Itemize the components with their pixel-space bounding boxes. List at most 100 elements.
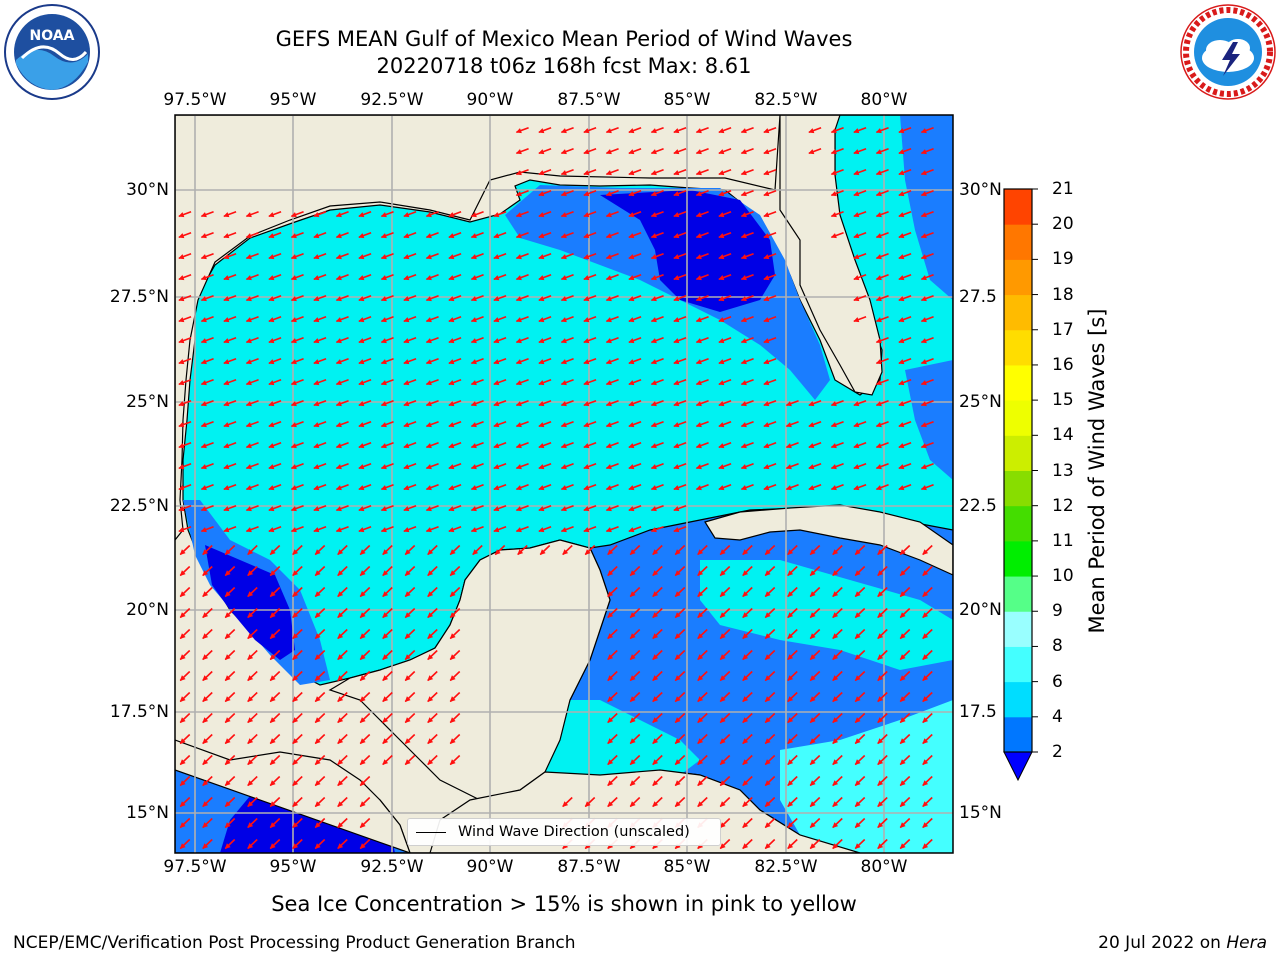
wave-direction-arrowhead bbox=[313, 296, 320, 302]
wave-direction-arrowhead bbox=[809, 654, 816, 660]
wave-direction-arrowhead bbox=[403, 233, 410, 239]
wave-direction-arrowhead bbox=[674, 654, 681, 660]
wave-direction-arrowhead bbox=[245, 338, 252, 344]
wave-direction-arrowhead bbox=[313, 464, 320, 470]
wave-direction-arrowhead bbox=[314, 759, 321, 765]
wave-direction-arrowhead bbox=[269, 717, 276, 723]
wave-direction-arrowhead bbox=[382, 654, 389, 660]
wave-direction-arrowhead bbox=[538, 233, 545, 239]
wave-direction-arrowhead bbox=[809, 738, 816, 744]
wave-direction-arrowhead bbox=[899, 738, 906, 744]
wave-direction-arrowhead bbox=[808, 422, 815, 428]
colorbar-tick-label: 12 bbox=[1052, 495, 1074, 516]
chart-title-line2: 20220718 t06z 168h fcst Max: 8.61 bbox=[376, 54, 752, 78]
wave-direction-arrowhead bbox=[335, 296, 342, 302]
colorbar-tick-label: 18 bbox=[1052, 284, 1074, 305]
wave-direction-arrowhead bbox=[764, 591, 771, 597]
wave-direction-arrowhead bbox=[403, 317, 410, 323]
wave-direction-arrowhead bbox=[515, 317, 522, 323]
wave-direction-arrowhead bbox=[268, 422, 275, 428]
wave-direction-arrowhead bbox=[763, 254, 770, 260]
wave-direction-arrowhead bbox=[695, 170, 702, 176]
wave-direction-arrowhead bbox=[179, 612, 186, 618]
wave-direction-arrowhead bbox=[427, 675, 434, 681]
wave-direction-arrowhead bbox=[605, 422, 612, 428]
wave-direction-arrowhead bbox=[853, 212, 860, 218]
wave-direction-arrowhead bbox=[202, 738, 209, 744]
wave-direction-arrowhead bbox=[832, 675, 839, 681]
wave-direction-arrowhead bbox=[493, 380, 500, 386]
wave-direction-arrowhead bbox=[268, 296, 275, 302]
wave-direction-arrowhead bbox=[920, 359, 927, 365]
wave-direction-arrowhead bbox=[403, 464, 410, 470]
wave-direction-arrowhead bbox=[898, 275, 905, 281]
wave-direction-arrowhead bbox=[787, 801, 794, 807]
wave-direction-arrowhead bbox=[404, 612, 411, 618]
wave-direction-arrowhead bbox=[583, 359, 590, 365]
wave-direction-arrowhead bbox=[830, 170, 837, 176]
colorbar-tick-label: 4 bbox=[1052, 706, 1063, 727]
wave-direction-arrowhead bbox=[650, 191, 657, 197]
wave-direction-arrowhead bbox=[922, 570, 929, 576]
wave-direction-arrowhead bbox=[832, 570, 839, 576]
wave-direction-arrowhead bbox=[809, 696, 816, 702]
wave-direction-arrowhead bbox=[358, 422, 365, 428]
wave-direction-arrowhead bbox=[605, 275, 612, 281]
wave-direction-arrowhead bbox=[359, 633, 366, 639]
wave-direction-arrowhead bbox=[425, 485, 432, 491]
wave-direction-arrowhead bbox=[425, 338, 432, 344]
wave-direction-arrowhead bbox=[652, 675, 659, 681]
wave-direction-arrowhead bbox=[695, 254, 702, 260]
wave-direction-arrowhead bbox=[875, 317, 882, 323]
wave-direction-arrowhead bbox=[224, 633, 231, 639]
wave-direction-arrowhead bbox=[695, 128, 702, 134]
wave-direction-arrowhead bbox=[335, 464, 342, 470]
wave-direction-arrowhead bbox=[764, 843, 771, 849]
wave-direction-arrowhead bbox=[470, 233, 477, 239]
wave-direction-arrowhead bbox=[358, 506, 365, 512]
wave-direction-arrowhead bbox=[583, 506, 590, 512]
wave-direction-arrowhead bbox=[425, 464, 432, 470]
wave-direction-arrowhead bbox=[493, 527, 500, 533]
wave-direction-arrowhead bbox=[493, 275, 500, 281]
wave-direction-arrowhead bbox=[920, 128, 927, 134]
wave-direction-arrowhead bbox=[650, 317, 657, 323]
wave-direction-arrowhead bbox=[673, 317, 680, 323]
wave-direction-arrowhead bbox=[224, 696, 231, 702]
wave-direction-arrowhead bbox=[922, 549, 929, 555]
wave-direction-arrowhead bbox=[875, 296, 882, 302]
wave-direction-arrowhead bbox=[809, 843, 816, 849]
wave-direction-arrowhead bbox=[628, 317, 635, 323]
wave-direction-arrowhead bbox=[628, 527, 635, 533]
wave-direction-arrowhead bbox=[763, 191, 770, 197]
wave-direction-arrowhead bbox=[202, 759, 209, 765]
wave-direction-arrowhead bbox=[899, 822, 906, 828]
wave-direction-arrowhead bbox=[899, 633, 906, 639]
wave-direction-arrowhead bbox=[832, 738, 839, 744]
wave-direction-arrowhead bbox=[268, 233, 275, 239]
wave-direction-arrowhead bbox=[674, 675, 681, 681]
wave-direction-arrowhead bbox=[425, 443, 432, 449]
wave-direction-arrowhead bbox=[403, 338, 410, 344]
wave-direction-arrowhead bbox=[517, 549, 524, 555]
wave-direction-arrowhead bbox=[515, 233, 522, 239]
wave-direction-arrowhead bbox=[382, 675, 389, 681]
wave-direction-arrowhead bbox=[223, 380, 230, 386]
wave-direction-arrowhead bbox=[380, 233, 387, 239]
wave-direction-arrowhead bbox=[629, 759, 636, 765]
wave-direction-arrowhead bbox=[449, 696, 456, 702]
wave-direction-arrowhead bbox=[538, 506, 545, 512]
wave-direction-arrowhead bbox=[403, 506, 410, 512]
wave-direction-arrowhead bbox=[178, 254, 185, 260]
wave-direction-arrowhead bbox=[448, 296, 455, 302]
wave-direction-arrowhead bbox=[740, 128, 747, 134]
wave-direction-arrowhead bbox=[269, 549, 276, 555]
wave-direction-arrowhead bbox=[740, 275, 747, 281]
wave-direction-arrowhead bbox=[920, 275, 927, 281]
wave-direction-arrowhead bbox=[538, 380, 545, 386]
wave-direction-arrowhead bbox=[697, 570, 704, 576]
wave-direction-arrowhead bbox=[673, 170, 680, 176]
wave-direction-arrowhead bbox=[763, 317, 770, 323]
wave-direction-arrowhead bbox=[718, 254, 725, 260]
wave-direction-arrowhead bbox=[470, 443, 477, 449]
